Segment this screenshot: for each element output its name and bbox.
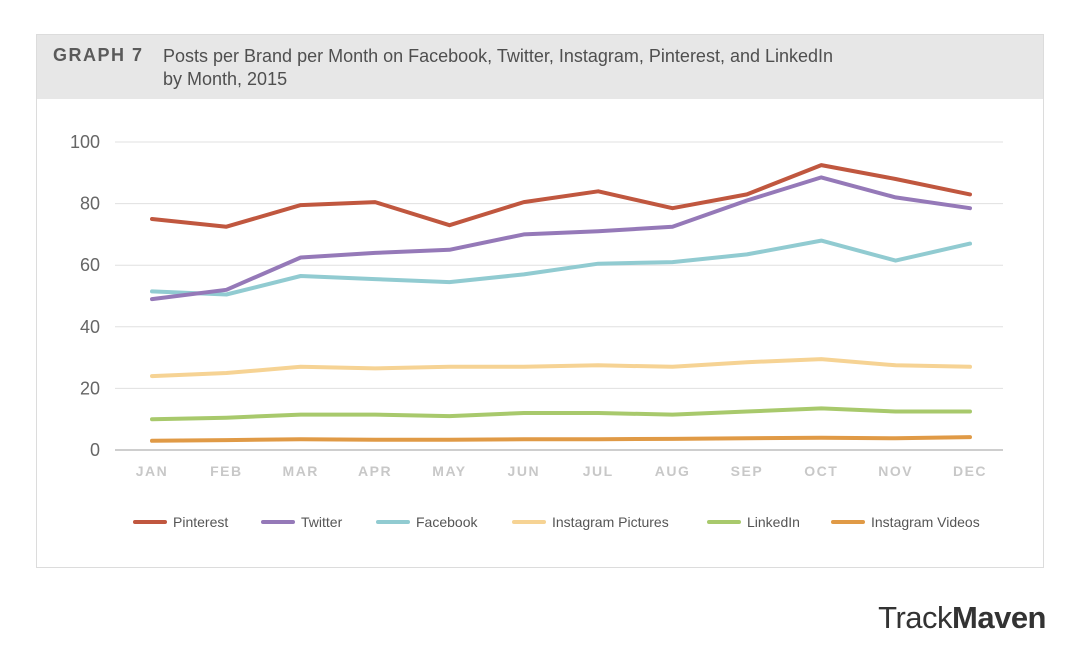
- x-tick-label: OCT: [804, 463, 838, 479]
- y-tick-label: 100: [70, 132, 100, 152]
- x-tick-label: DEC: [953, 463, 987, 479]
- x-tick-label: MAY: [432, 463, 466, 479]
- trackmaven-logo: TrackMaven: [878, 600, 1046, 636]
- legend-label-linkedin: LinkedIn: [747, 514, 800, 530]
- line-chart: 0 20 40 60 80 100 JAN FEB MAR APR MAY JUN JUL AUG SEP…: [70, 132, 1003, 530]
- x-tick-label: MAR: [283, 463, 319, 479]
- y-tick-label: 40: [80, 317, 100, 337]
- x-tick-label: FEB: [210, 463, 243, 479]
- series-line-linkedin: [150, 406, 972, 422]
- legend-label-instagram-pictures: Instagram Pictures: [552, 514, 669, 530]
- legend-label-instagram-videos: Instagram Videos: [871, 514, 980, 530]
- x-tick-label: NOV: [878, 463, 913, 479]
- chart-title-line-2: by Month, 2015: [163, 69, 288, 89]
- chart-title: Posts per Brand per Month on Facebook, T…: [163, 45, 833, 91]
- series-line-instagram-pictures: [150, 357, 972, 379]
- series-line-pinterest: [150, 163, 972, 229]
- series-line-twitter: [150, 175, 972, 302]
- x-tick-label: JAN: [136, 463, 169, 479]
- legend-label-pinterest: Pinterest: [173, 514, 228, 530]
- x-tick-label: JUN: [508, 463, 541, 479]
- y-tick-label: 60: [80, 255, 100, 275]
- series-line-instagram-videos: [150, 435, 972, 443]
- chart-header: GRAPH 7 Posts per Brand per Month on Fac…: [37, 35, 1043, 99]
- graph-number-label: GRAPH 7: [53, 45, 144, 65]
- x-tick-label: AUG: [655, 463, 691, 479]
- x-tick-label: SEP: [731, 463, 764, 479]
- logo-text-maven: Maven: [952, 600, 1046, 635]
- x-tick-label: JUL: [583, 463, 614, 479]
- y-tick-label: 20: [80, 378, 100, 398]
- series-line-facebook: [150, 238, 972, 297]
- legend-label-facebook: Facebook: [416, 514, 478, 530]
- legend: Pinterest Twitter Facebook Instagram Pictur…: [133, 514, 980, 530]
- y-axis-ticks: 0 20 40 60 80 100: [70, 132, 100, 460]
- gridlines: [115, 141, 1003, 451]
- y-tick-label: 80: [80, 194, 100, 214]
- y-tick-label: 0: [90, 440, 100, 460]
- series-lines: [150, 163, 972, 443]
- chart-card: GRAPH 7 Posts per Brand per Month on Fac…: [36, 34, 1044, 568]
- chart-title-line-1: Posts per Brand per Month on Facebook, T…: [163, 46, 834, 66]
- logo-text-track: Track: [878, 600, 953, 635]
- legend-label-twitter: Twitter: [301, 514, 343, 530]
- x-axis-ticks: JAN FEB MAR APR MAY JUN JUL AUG SEP OCT NOV DEC: [136, 463, 987, 479]
- x-tick-label: APR: [358, 463, 392, 479]
